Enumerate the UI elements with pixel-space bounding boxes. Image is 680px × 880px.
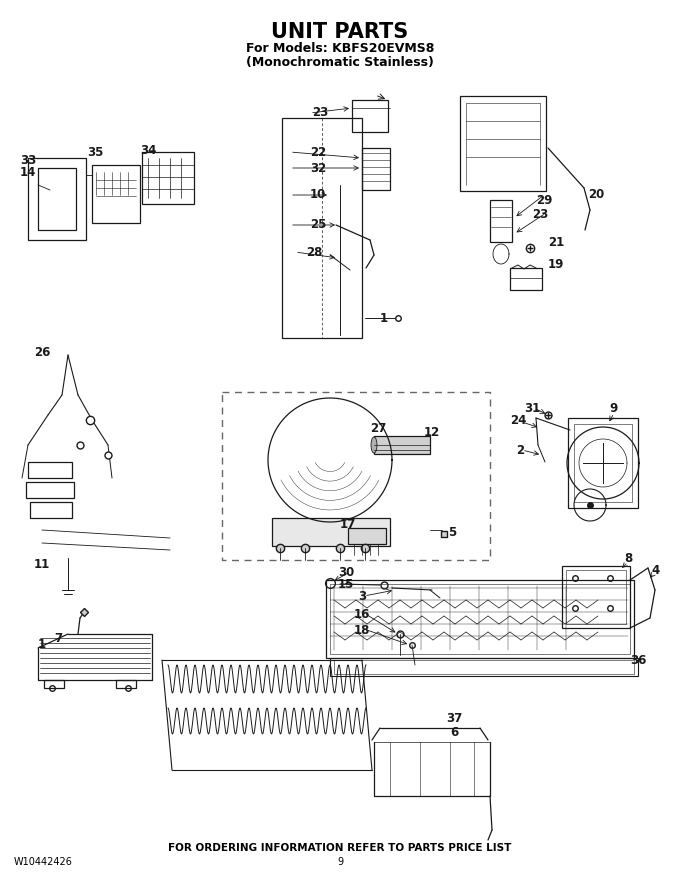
Text: 25: 25 [310, 218, 326, 231]
Bar [374, 436, 430, 454]
Text: 30: 30 [338, 566, 354, 578]
Bar [28, 462, 72, 478]
Text: 22: 22 [310, 145, 326, 158]
Text: 6: 6 [450, 725, 458, 738]
Text: 3: 3 [358, 590, 366, 604]
Bar [116, 680, 136, 688]
Bar [38, 168, 76, 230]
Bar [326, 580, 634, 658]
Text: 33: 33 [20, 153, 36, 166]
Text: 4: 4 [652, 563, 660, 576]
Bar [334, 660, 634, 674]
Bar [490, 200, 512, 242]
Text: 27: 27 [370, 422, 386, 435]
Text: 1: 1 [380, 312, 388, 325]
Text: 16: 16 [354, 607, 370, 620]
Text: 19: 19 [548, 259, 564, 272]
Bar [330, 584, 630, 654]
Bar [222, 392, 490, 560]
Text: 17: 17 [340, 518, 356, 532]
Bar [30, 502, 72, 518]
Text: For Models: KBFS20EVMS8: For Models: KBFS20EVMS8 [245, 42, 435, 55]
Bar [460, 96, 546, 191]
Bar [574, 424, 632, 502]
Text: 35: 35 [87, 146, 103, 159]
Text: W10442426: W10442426 [14, 857, 73, 867]
Text: 15: 15 [338, 577, 354, 590]
Text: 34: 34 [140, 143, 156, 157]
Text: 23: 23 [312, 106, 328, 120]
Text: 14: 14 [20, 165, 36, 179]
Text: 9: 9 [610, 401, 618, 414]
Text: 20: 20 [588, 188, 604, 202]
Text: 7: 7 [54, 632, 62, 644]
Bar [562, 566, 630, 628]
Text: 18: 18 [354, 624, 370, 636]
Ellipse shape [371, 437, 377, 453]
Bar [26, 482, 74, 498]
Text: 9: 9 [337, 857, 343, 867]
Text: 11: 11 [34, 559, 50, 571]
Bar [568, 418, 638, 508]
Text: 10: 10 [310, 188, 326, 202]
Text: 29: 29 [536, 194, 552, 207]
Text: 36: 36 [630, 654, 646, 666]
Text: 5: 5 [448, 525, 456, 539]
Text: 1: 1 [38, 637, 46, 650]
Bar [142, 152, 194, 204]
Text: 31: 31 [524, 401, 540, 414]
Bar [28, 158, 86, 240]
Text: FOR ORDERING INFORMATION REFER TO PARTS PRICE LIST: FOR ORDERING INFORMATION REFER TO PARTS … [169, 843, 511, 853]
Text: 8: 8 [624, 552, 632, 564]
Bar [362, 148, 390, 190]
Text: 28: 28 [306, 246, 322, 259]
Bar [272, 518, 390, 546]
Bar [282, 118, 362, 338]
Bar [348, 528, 386, 544]
Bar [510, 268, 542, 290]
Text: 37: 37 [446, 712, 462, 724]
Text: 24: 24 [510, 414, 526, 427]
Text: 12: 12 [424, 426, 440, 438]
Text: 32: 32 [310, 162, 326, 174]
Text: (Monochromatic Stainless): (Monochromatic Stainless) [246, 56, 434, 69]
Text: 23: 23 [532, 209, 548, 222]
Text: 26: 26 [34, 346, 50, 358]
Text: 2: 2 [516, 444, 524, 457]
Bar [44, 680, 64, 688]
Text: 21: 21 [548, 237, 564, 250]
Text: UNIT PARTS: UNIT PARTS [271, 22, 409, 42]
Bar [352, 100, 388, 132]
Bar [566, 570, 626, 624]
Bar [330, 658, 638, 676]
Bar [92, 165, 140, 223]
